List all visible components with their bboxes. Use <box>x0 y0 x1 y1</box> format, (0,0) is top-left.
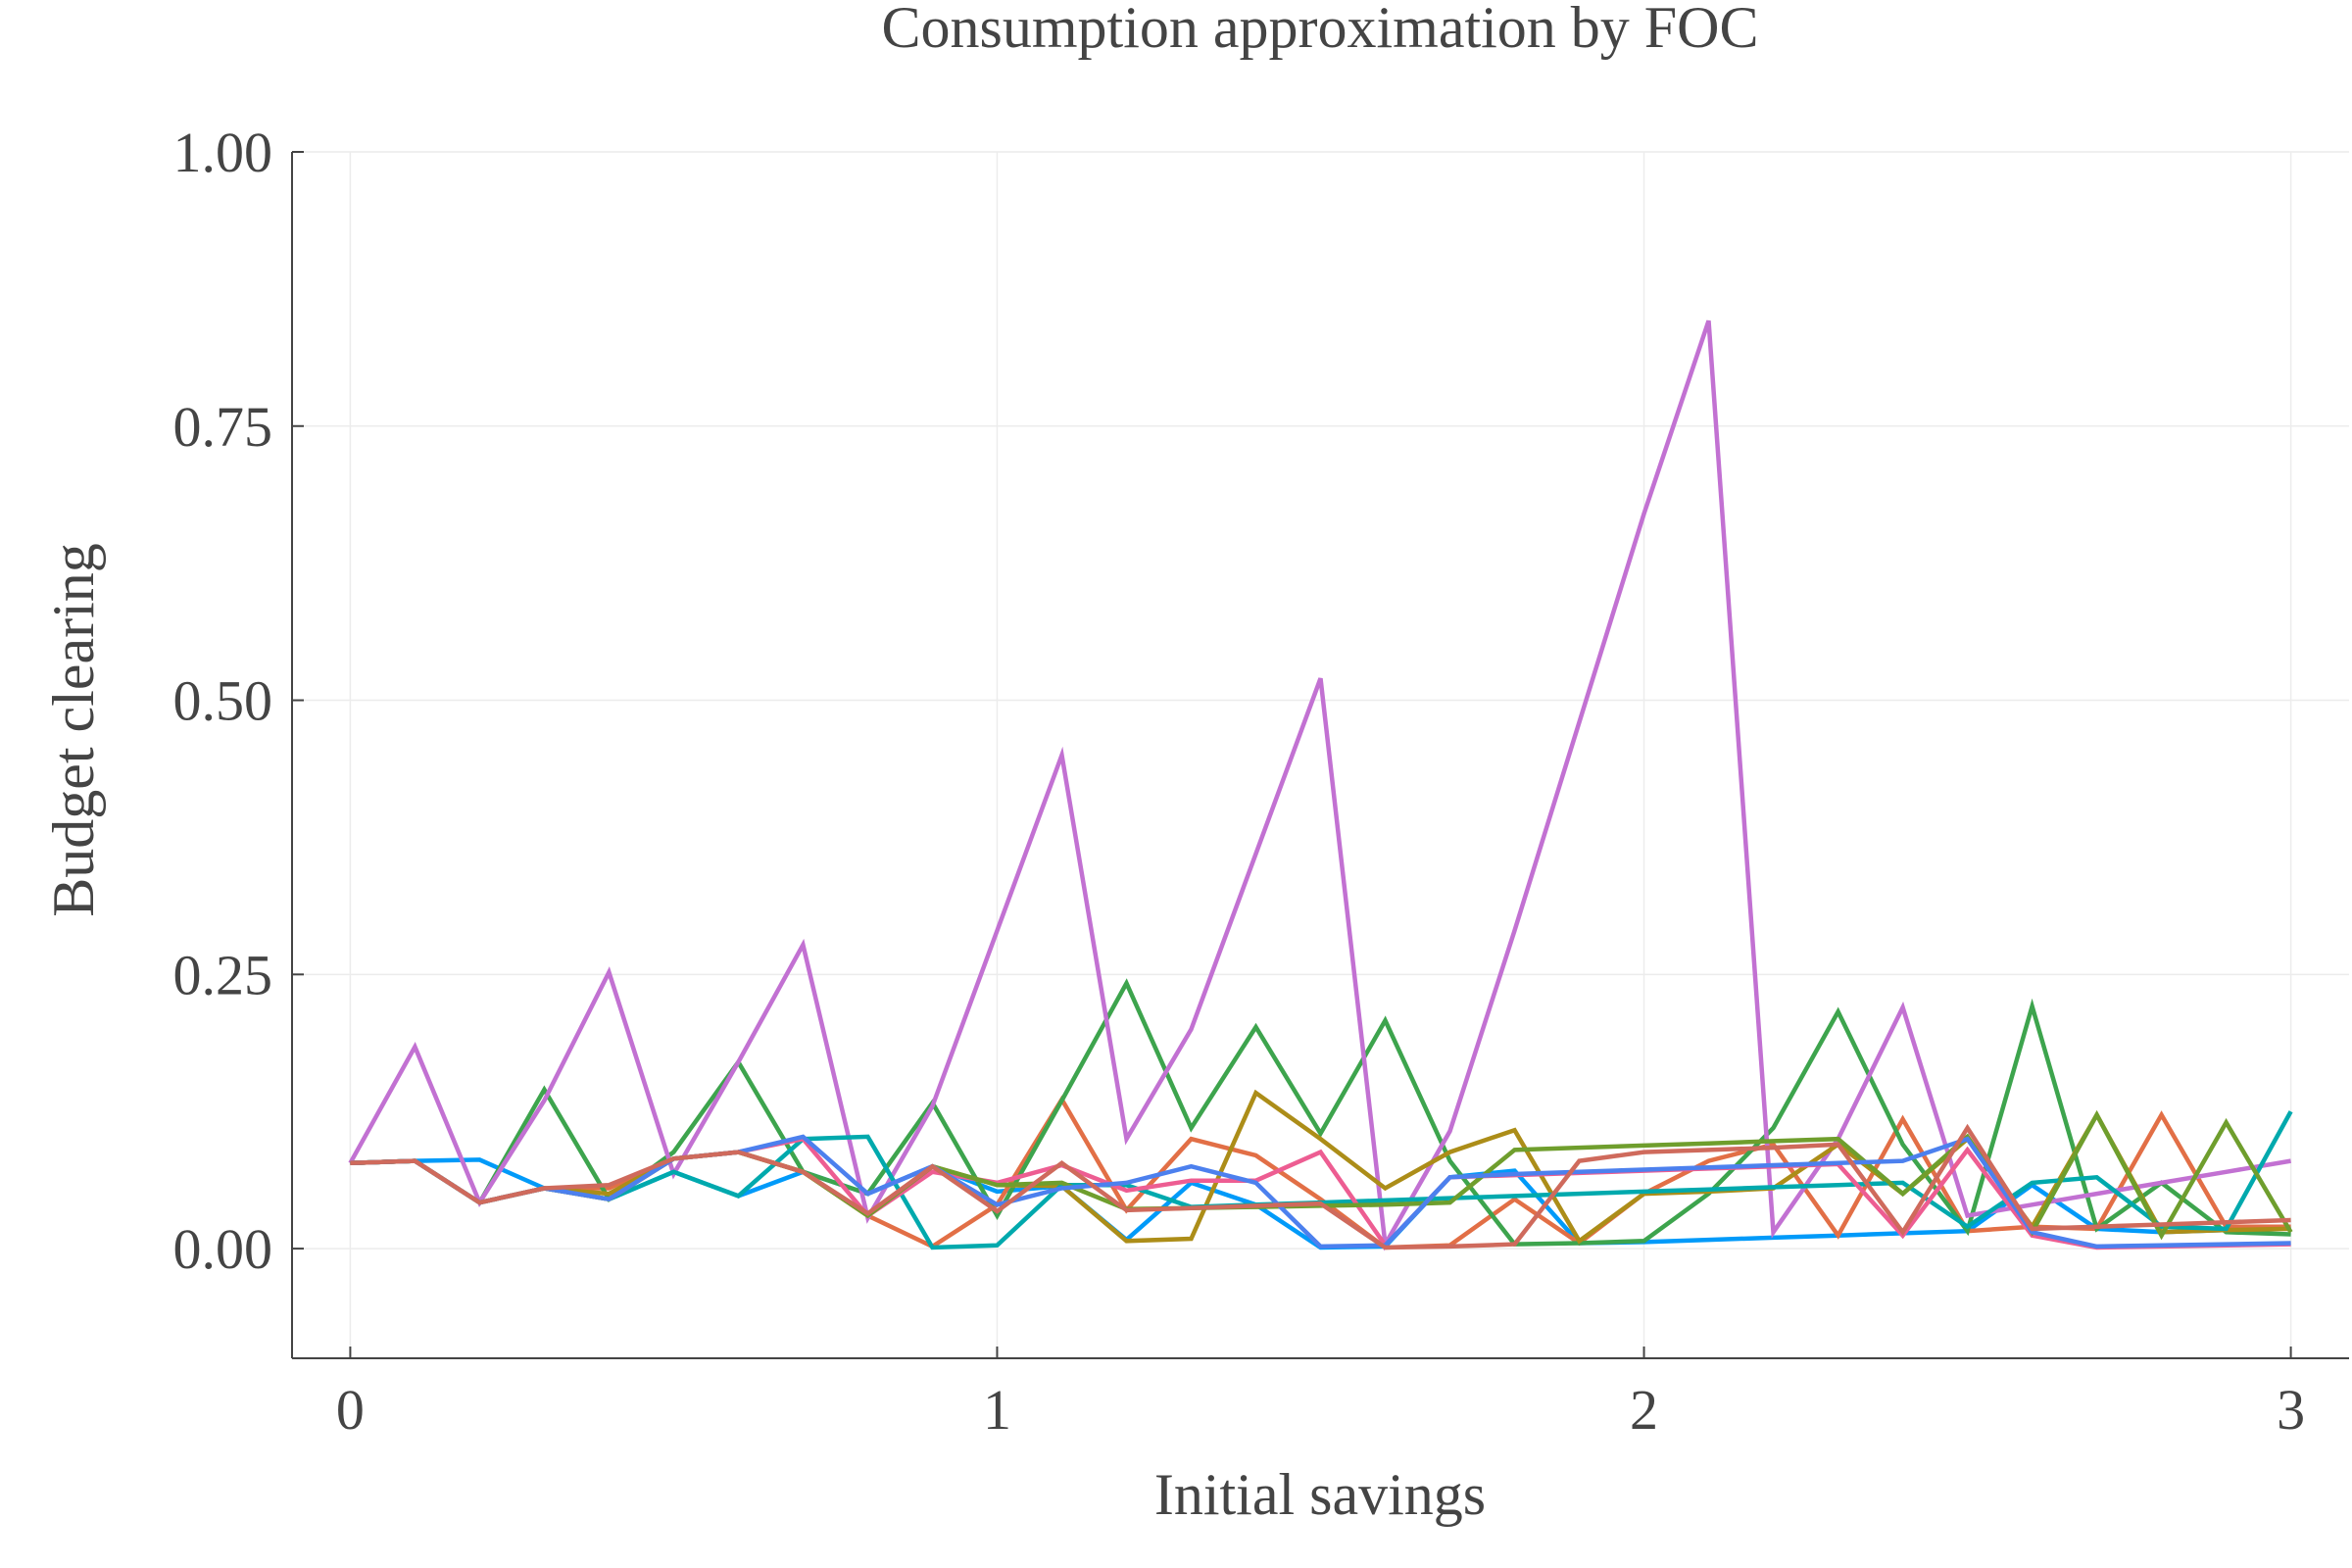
x-tick-label-2: 2 <box>1630 1378 1658 1442</box>
x-tick-label-3: 3 <box>2277 1378 2305 1442</box>
series-line-10 <box>350 1123 2291 1250</box>
x-tick-label-0: 0 <box>336 1378 365 1442</box>
grid <box>292 151 2349 1358</box>
axes <box>291 151 2349 1359</box>
series-line-3 <box>350 978 2291 1247</box>
x-axis-label: Initial savings <box>1154 1462 1486 1527</box>
x-tick-label-1: 1 <box>983 1378 1011 1442</box>
y-tick-label-3: 0.75 <box>173 395 273 459</box>
series-line-4 <box>348 319 2291 1251</box>
series-group <box>348 319 2293 1251</box>
chart-title: Consumption approximation by FOC <box>881 0 1758 60</box>
y-tick-label-4: 1.00 <box>173 121 273 184</box>
series-line-7 <box>350 1136 2291 1250</box>
y-tick-label-1: 0.25 <box>173 943 273 1006</box>
y-axis-label: Budget clearing <box>41 543 106 917</box>
tick-labels: 0 1 2 3 0.00 0.25 0.50 0.75 1.00 <box>173 121 2306 1442</box>
y-tick-label-0: 0.00 <box>173 1217 273 1281</box>
y-tick-label-2: 0.50 <box>173 669 273 733</box>
